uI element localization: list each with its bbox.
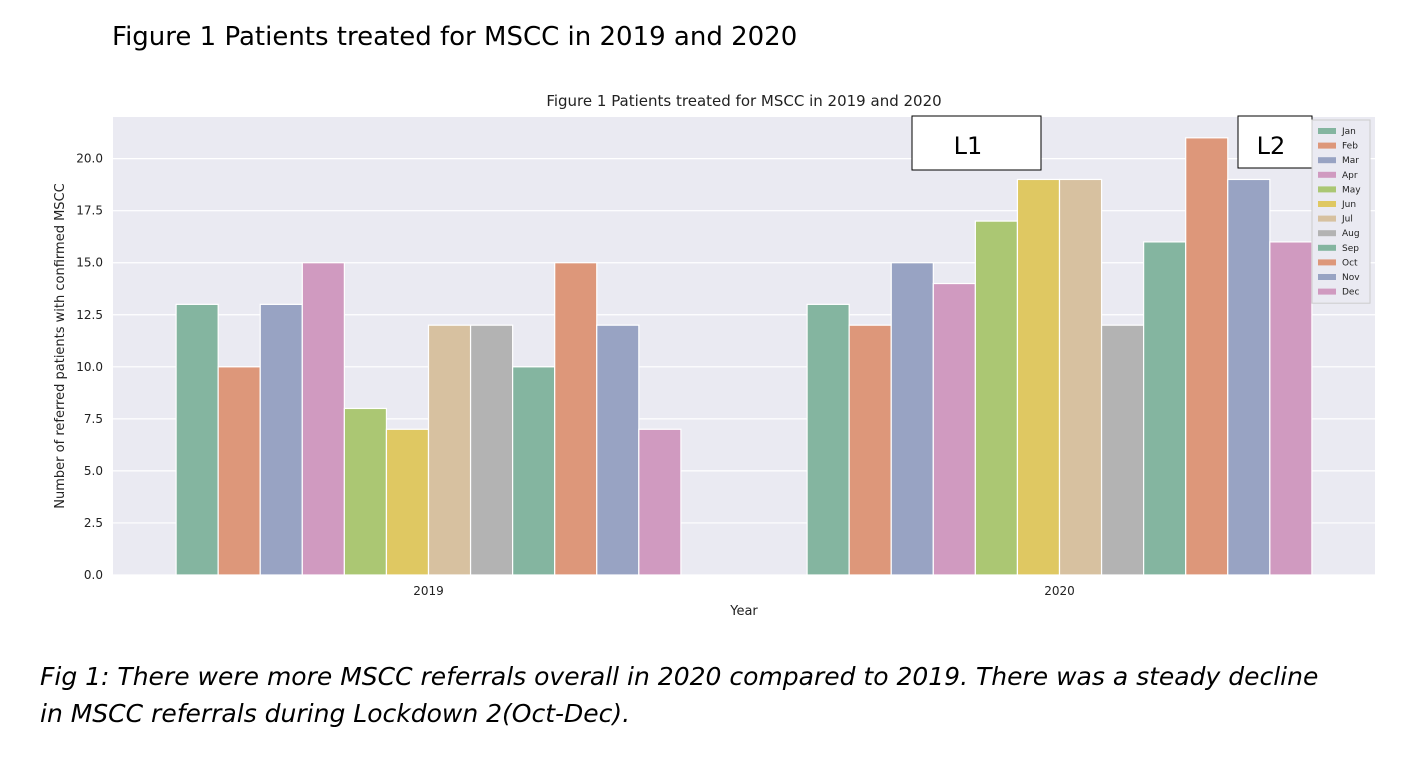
x-axis-label: Year [729, 604, 758, 619]
legend-label-may: May [1342, 185, 1361, 195]
y-tick-label: 15.0 [76, 256, 103, 270]
x-tick-label: 2019 [413, 584, 444, 598]
bar-2020-sep [1143, 241, 1187, 576]
bar-2020-feb [848, 324, 892, 576]
legend-label-mar: Mar [1342, 156, 1359, 166]
y-tick-label: 20.0 [76, 152, 103, 166]
legend-label-jul: Jul [1341, 215, 1353, 225]
y-tick-label: 10.0 [76, 360, 103, 374]
legend-swatch-apr [1318, 171, 1336, 178]
legend: Jan Feb Mar Apr May Jun Jul Aug Sep Oct Nov Dec [1311, 119, 1371, 304]
caption-line-1: Fig 1: There were more MSCC referrals ov… [40, 662, 1319, 691]
legend-swatch-dec [1318, 288, 1336, 295]
legend-label-jan: Jan [1341, 127, 1356, 137]
bar-2019-oct [554, 262, 598, 576]
bar-2020-jun [1016, 178, 1061, 576]
legend-swatch-mar [1318, 157, 1336, 164]
bar-2019-jul [427, 324, 472, 576]
bar-2020-aug [1100, 324, 1145, 576]
legend-swatch-jul [1318, 215, 1336, 222]
bar-2019-jan [175, 303, 219, 576]
bar-2020-oct [1185, 137, 1229, 576]
bar-2019-sep [512, 366, 556, 576]
bar-2019-mar [259, 303, 303, 576]
bar-2020-jul [1058, 178, 1103, 576]
annotation-l1-label: L1 [954, 132, 983, 160]
y-tick-label: 7.5 [84, 412, 103, 426]
legend-label-oct: Oct [1342, 258, 1358, 268]
bar-2019-jun [385, 428, 430, 576]
y-axis-label: Number of referred patients with confirm… [53, 183, 68, 508]
bar-2020-jan [806, 303, 850, 576]
legend-label-sep: Sep [1342, 244, 1359, 254]
legend-swatch-jun [1318, 201, 1336, 207]
x-axis-ticks: 2019 2020 [413, 584, 1075, 598]
bar-2020-nov [1227, 178, 1271, 576]
legend-swatch-aug [1318, 230, 1336, 237]
legend-swatch-nov [1318, 274, 1336, 280]
x-tick-label: 2020 [1044, 584, 1075, 598]
legend-swatch-jan [1318, 128, 1336, 134]
y-axis-ticks: 0.0 2.5 5.0 7.5 10.0 12.5 15.0 17.5 20.0 [76, 152, 103, 582]
legend-label-feb: Feb [1342, 142, 1358, 152]
legend-swatch-oct [1318, 259, 1336, 266]
bar-2020-mar [890, 262, 934, 576]
bars [175, 137, 1313, 576]
bar-2019-nov [596, 324, 640, 576]
bar-chart: Figure 1 Patients treated for MSCC in 20… [53, 92, 1375, 619]
annotation-l1: L1 [911, 115, 1042, 171]
y-tick-label: 12.5 [76, 308, 103, 322]
legend-swatch-feb [1318, 142, 1336, 149]
caption-line-2: in MSCC referrals during Lockdown 2(Oct-… [40, 699, 631, 728]
annotation-l2: L2 [1237, 115, 1313, 169]
chart-title: Figure 1 Patients treated for MSCC in 20… [546, 92, 941, 110]
legend-label-aug: Aug [1342, 229, 1360, 239]
legend-swatch-may [1318, 186, 1336, 193]
bar-2019-feb [217, 366, 261, 576]
y-tick-label: 0.0 [84, 568, 103, 582]
legend-label-nov: Nov [1342, 273, 1360, 283]
bar-2019-aug [469, 324, 514, 576]
bar-2020-dec [1269, 241, 1313, 576]
y-tick-label: 2.5 [84, 516, 103, 530]
legend-label-dec: Dec [1342, 288, 1359, 298]
legend-label-apr: Apr [1342, 171, 1358, 181]
legend-label-jun: Jun [1341, 200, 1356, 210]
annotation-l2-label: L2 [1257, 132, 1286, 160]
y-tick-label: 17.5 [76, 204, 103, 218]
legend-box [1311, 119, 1371, 304]
bar-2020-may [974, 220, 1019, 576]
bar-2020-apr [932, 282, 976, 576]
bar-2019-dec [638, 428, 682, 576]
legend-swatch-sep [1318, 244, 1336, 251]
bar-2019-apr [301, 262, 345, 576]
y-tick-label: 5.0 [84, 464, 103, 478]
page-title: Figure 1 Patients treated for MSCC in 20… [112, 22, 798, 52]
bar-2019-may [343, 407, 388, 576]
figure-caption: Fig 1: There were more MSCC referrals ov… [40, 658, 1370, 732]
